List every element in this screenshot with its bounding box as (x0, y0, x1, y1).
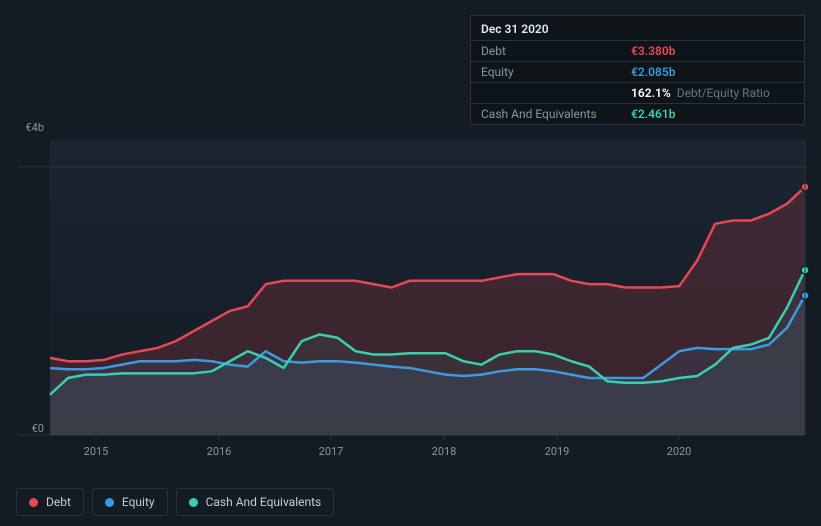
x-tick-label: 2019 (545, 445, 570, 458)
tooltip-date: Dec 31 2020 (471, 16, 804, 40)
tooltip-label: Debt (481, 44, 631, 58)
tooltip-row-cash: Cash And Equivalents €2.461b (471, 103, 804, 124)
tooltip-row-ratio: 162.1% Debt/Equity Ratio (471, 82, 804, 103)
tooltip-value: €3.380b (631, 44, 675, 58)
legend-dot (105, 498, 114, 507)
legend: Debt Equity Cash And Equivalents (16, 488, 334, 516)
tooltip-label: Equity (481, 65, 631, 79)
y-tick-label: €4b (14, 121, 44, 134)
tooltip-row-equity: Equity €2.085b (471, 61, 804, 82)
x-tick-label: 2016 (207, 445, 232, 458)
x-tick-label: 2015 (84, 445, 109, 458)
legend-dot (29, 498, 38, 507)
tooltip-value: €2.085b (631, 65, 675, 79)
tooltip-card: Dec 31 2020 Debt €3.380b Equity €2.085b … (470, 15, 805, 125)
legend-label: Equity (122, 495, 155, 509)
legend-dot (189, 498, 198, 507)
x-tick-label: 2018 (432, 445, 457, 458)
tooltip-row-debt: Debt €3.380b (471, 40, 804, 61)
legend-item-equity[interactable]: Equity (92, 488, 168, 516)
tooltip-ratio-value: 162.1% (631, 86, 671, 100)
legend-item-cash[interactable]: Cash And Equivalents (176, 488, 335, 516)
tooltip-value: €2.461b (631, 107, 675, 121)
tooltip-ratio-label: Debt/Equity Ratio (677, 86, 770, 100)
x-tick-label: 2020 (667, 445, 692, 458)
legend-item-debt[interactable]: Debt (16, 488, 84, 516)
x-tick-label: 2017 (319, 445, 344, 458)
legend-label: Cash And Equivalents (206, 495, 322, 509)
tooltip-label (481, 86, 631, 100)
legend-label: Debt (46, 495, 71, 509)
tooltip-label: Cash And Equivalents (481, 107, 631, 121)
y-tick-label: €0 (14, 422, 44, 435)
